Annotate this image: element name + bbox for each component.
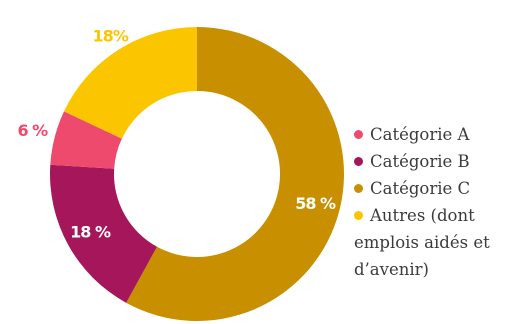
legend-item-categorie-c: Catégorie C: [354, 175, 514, 202]
donut-slice-1: [126, 27, 344, 321]
legend-dot-categorie-c: [354, 184, 363, 193]
legend-label: Catégorie B: [370, 152, 470, 171]
donut-chart: 58 % 18 % 6 % 18%: [17, 27, 344, 321]
legend-item-categorie-b: Catégorie B: [354, 148, 514, 175]
legend-label: Autres (dont emplois aidés et d’avenir): [354, 206, 490, 279]
slice-label-3: 6 %: [17, 121, 48, 140]
legend-dot-autres: [354, 211, 363, 220]
donut-slice-2: [49, 164, 158, 303]
legend-item-autres: Autres (dont emplois aidés et d’avenir): [354, 202, 514, 283]
slice-label-2: 18 %: [70, 222, 111, 241]
slice-label-1: 58 %: [295, 194, 336, 213]
slice-label-4: 18%: [93, 27, 129, 46]
legend-label: Catégorie A: [370, 125, 470, 144]
donut-slice-4: [63, 27, 198, 139]
legend-dot-categorie-a: [354, 130, 363, 139]
legend-label: Catégorie C: [370, 179, 471, 198]
legend: Catégorie A Catégorie B Catégorie C Autr…: [354, 121, 514, 283]
legend-dot-categorie-b: [354, 157, 363, 166]
legend-item-categorie-a: Catégorie A: [354, 121, 514, 148]
donut-slice-3: [50, 111, 122, 169]
